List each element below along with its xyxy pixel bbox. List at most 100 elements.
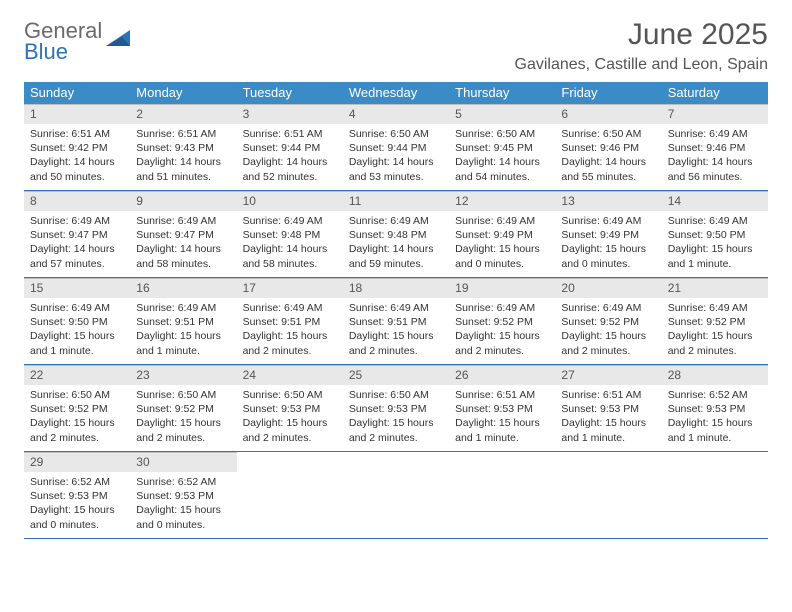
day-info: Sunrise: 6:50 AMSunset: 9:46 PMDaylight:… [555, 124, 661, 184]
day-cell: 4Sunrise: 6:50 AMSunset: 9:44 PMDaylight… [343, 104, 449, 190]
header: General Blue June 2025 Gavilanes, Castil… [24, 18, 768, 74]
day-cell: 13Sunrise: 6:49 AMSunset: 9:49 PMDayligh… [555, 191, 661, 277]
day-number: 13 [555, 191, 661, 211]
logo-text-block: General Blue [24, 20, 102, 63]
title-block: June 2025 Gavilanes, Castille and Leon, … [515, 18, 769, 74]
weekday-label: Monday [130, 82, 236, 104]
day-number: 28 [662, 365, 768, 385]
day-info: Sunrise: 6:49 AMSunset: 9:49 PMDaylight:… [555, 211, 661, 271]
day-cell: 22Sunrise: 6:50 AMSunset: 9:52 PMDayligh… [24, 365, 130, 451]
day-number: 20 [555, 278, 661, 298]
day-cell: 29Sunrise: 6:52 AMSunset: 9:53 PMDayligh… [24, 452, 130, 538]
day-info: Sunrise: 6:50 AMSunset: 9:52 PMDaylight:… [24, 385, 130, 445]
day-cell: 23Sunrise: 6:50 AMSunset: 9:52 PMDayligh… [130, 365, 236, 451]
week-row: 29Sunrise: 6:52 AMSunset: 9:53 PMDayligh… [24, 452, 768, 539]
day-info: Sunrise: 6:52 AMSunset: 9:53 PMDaylight:… [130, 472, 236, 532]
weekday-label: Tuesday [237, 82, 343, 104]
day-info: Sunrise: 6:49 AMSunset: 9:52 PMDaylight:… [449, 298, 555, 358]
day-info: Sunrise: 6:50 AMSunset: 9:45 PMDaylight:… [449, 124, 555, 184]
day-number: 7 [662, 104, 768, 124]
day-number: 27 [555, 365, 661, 385]
day-number: 26 [449, 365, 555, 385]
day-number: 4 [343, 104, 449, 124]
day-cell: 16Sunrise: 6:49 AMSunset: 9:51 PMDayligh… [130, 278, 236, 364]
day-info: Sunrise: 6:49 AMSunset: 9:47 PMDaylight:… [130, 211, 236, 271]
week-row: 8Sunrise: 6:49 AMSunset: 9:47 PMDaylight… [24, 191, 768, 278]
day-cell: 19Sunrise: 6:49 AMSunset: 9:52 PMDayligh… [449, 278, 555, 364]
day-number: 9 [130, 191, 236, 211]
day-number: 15 [24, 278, 130, 298]
day-number: 30 [130, 452, 236, 472]
day-cell: 20Sunrise: 6:49 AMSunset: 9:52 PMDayligh… [555, 278, 661, 364]
day-info: Sunrise: 6:51 AMSunset: 9:53 PMDaylight:… [449, 385, 555, 445]
day-number: 19 [449, 278, 555, 298]
week-row: 1Sunrise: 6:51 AMSunset: 9:42 PMDaylight… [24, 104, 768, 191]
day-number: 1 [24, 104, 130, 124]
day-info: Sunrise: 6:52 AMSunset: 9:53 PMDaylight:… [24, 472, 130, 532]
day-cell: 28Sunrise: 6:52 AMSunset: 9:53 PMDayligh… [662, 365, 768, 451]
day-info: Sunrise: 6:51 AMSunset: 9:42 PMDaylight:… [24, 124, 130, 184]
weeks-container: 1Sunrise: 6:51 AMSunset: 9:42 PMDaylight… [24, 104, 768, 539]
weekday-label: Wednesday [343, 82, 449, 104]
day-cell [662, 452, 768, 538]
day-cell [555, 452, 661, 538]
day-number: 3 [237, 104, 343, 124]
day-info: Sunrise: 6:49 AMSunset: 9:49 PMDaylight:… [449, 211, 555, 271]
day-cell: 15Sunrise: 6:49 AMSunset: 9:50 PMDayligh… [24, 278, 130, 364]
day-cell: 11Sunrise: 6:49 AMSunset: 9:48 PMDayligh… [343, 191, 449, 277]
day-number: 11 [343, 191, 449, 211]
day-cell [343, 452, 449, 538]
day-info: Sunrise: 6:49 AMSunset: 9:48 PMDaylight:… [237, 211, 343, 271]
day-info: Sunrise: 6:50 AMSunset: 9:53 PMDaylight:… [343, 385, 449, 445]
day-number: 25 [343, 365, 449, 385]
day-cell: 21Sunrise: 6:49 AMSunset: 9:52 PMDayligh… [662, 278, 768, 364]
logo-blue: Blue [24, 41, 102, 63]
day-cell: 26Sunrise: 6:51 AMSunset: 9:53 PMDayligh… [449, 365, 555, 451]
day-number: 14 [662, 191, 768, 211]
weekday-label: Friday [555, 82, 661, 104]
day-info: Sunrise: 6:49 AMSunset: 9:51 PMDaylight:… [130, 298, 236, 358]
day-cell: 5Sunrise: 6:50 AMSunset: 9:45 PMDaylight… [449, 104, 555, 190]
day-cell: 8Sunrise: 6:49 AMSunset: 9:47 PMDaylight… [24, 191, 130, 277]
day-cell: 9Sunrise: 6:49 AMSunset: 9:47 PMDaylight… [130, 191, 236, 277]
day-info: Sunrise: 6:49 AMSunset: 9:47 PMDaylight:… [24, 211, 130, 271]
day-number: 22 [24, 365, 130, 385]
day-info: Sunrise: 6:51 AMSunset: 9:53 PMDaylight:… [555, 385, 661, 445]
day-number: 6 [555, 104, 661, 124]
day-number: 8 [24, 191, 130, 211]
weekday-label: Thursday [449, 82, 555, 104]
day-number: 10 [237, 191, 343, 211]
day-cell: 24Sunrise: 6:50 AMSunset: 9:53 PMDayligh… [237, 365, 343, 451]
day-info: Sunrise: 6:49 AMSunset: 9:48 PMDaylight:… [343, 211, 449, 271]
day-number: 5 [449, 104, 555, 124]
day-number: 24 [237, 365, 343, 385]
day-info: Sunrise: 6:50 AMSunset: 9:53 PMDaylight:… [237, 385, 343, 445]
day-info: Sunrise: 6:50 AMSunset: 9:44 PMDaylight:… [343, 124, 449, 184]
day-cell: 25Sunrise: 6:50 AMSunset: 9:53 PMDayligh… [343, 365, 449, 451]
weekday-label: Sunday [24, 82, 130, 104]
day-info: Sunrise: 6:49 AMSunset: 9:50 PMDaylight:… [662, 211, 768, 271]
day-number: 23 [130, 365, 236, 385]
day-cell: 7Sunrise: 6:49 AMSunset: 9:46 PMDaylight… [662, 104, 768, 190]
day-info: Sunrise: 6:51 AMSunset: 9:44 PMDaylight:… [237, 124, 343, 184]
day-cell: 2Sunrise: 6:51 AMSunset: 9:43 PMDaylight… [130, 104, 236, 190]
day-cell: 3Sunrise: 6:51 AMSunset: 9:44 PMDaylight… [237, 104, 343, 190]
day-cell [449, 452, 555, 538]
weekday-label: Saturday [662, 82, 768, 104]
calendar: Sunday Monday Tuesday Wednesday Thursday… [24, 82, 768, 539]
month-title: June 2025 [515, 18, 769, 52]
day-info: Sunrise: 6:50 AMSunset: 9:52 PMDaylight:… [130, 385, 236, 445]
logo: General Blue [24, 20, 132, 63]
day-info: Sunrise: 6:52 AMSunset: 9:53 PMDaylight:… [662, 385, 768, 445]
day-number: 12 [449, 191, 555, 211]
day-info: Sunrise: 6:49 AMSunset: 9:51 PMDaylight:… [343, 298, 449, 358]
day-number: 2 [130, 104, 236, 124]
week-row: 15Sunrise: 6:49 AMSunset: 9:50 PMDayligh… [24, 278, 768, 365]
location: Gavilanes, Castille and Leon, Spain [515, 56, 769, 74]
day-info: Sunrise: 6:49 AMSunset: 9:51 PMDaylight:… [237, 298, 343, 358]
day-cell: 14Sunrise: 6:49 AMSunset: 9:50 PMDayligh… [662, 191, 768, 277]
day-info: Sunrise: 6:49 AMSunset: 9:52 PMDaylight:… [662, 298, 768, 358]
logo-triangle-icon [106, 28, 132, 53]
day-info: Sunrise: 6:49 AMSunset: 9:46 PMDaylight:… [662, 124, 768, 184]
day-cell: 18Sunrise: 6:49 AMSunset: 9:51 PMDayligh… [343, 278, 449, 364]
